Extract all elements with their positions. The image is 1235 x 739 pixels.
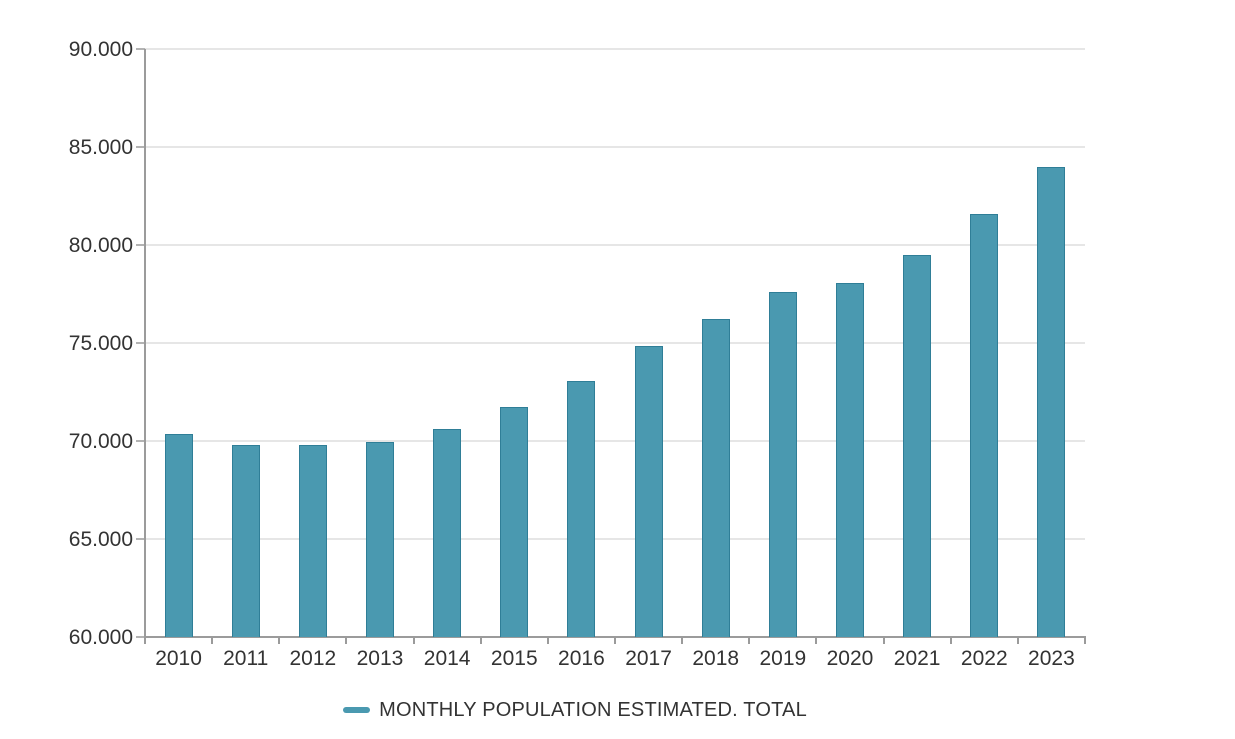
x-axis-label-2017: 2017 <box>625 647 672 670</box>
legend-series-marker <box>343 707 371 713</box>
bar-2019[interactable] <box>768 292 797 637</box>
x-axis-tick <box>614 637 616 644</box>
x-axis-tick <box>546 637 549 644</box>
x-axis-label-2022: 2022 <box>960 647 1008 670</box>
bar-2023[interactable] <box>1037 166 1066 637</box>
y-axis-tick <box>136 342 145 344</box>
legend: MONTHLY POPULATION ESTIMATED. TOTAL <box>0 695 1150 725</box>
x-axis-tick <box>278 637 281 644</box>
gridline-90.000 <box>145 48 1085 50</box>
x-axis-tick <box>949 637 952 644</box>
gridline-85.000 <box>145 146 1085 148</box>
y-axis-tick <box>136 636 145 638</box>
x-axis-tick <box>211 637 214 644</box>
x-axis-label-2010: 2010 <box>155 647 202 670</box>
x-axis-tick <box>479 637 482 644</box>
bar-2011[interactable] <box>231 444 260 637</box>
x-axis-tick <box>815 637 818 644</box>
x-axis-label-2014: 2014 <box>423 647 471 670</box>
x-axis-tick <box>1084 637 1086 644</box>
y-axis-label: 80.000 <box>68 234 133 257</box>
y-axis-label: 85.000 <box>68 136 133 159</box>
x-axis-tick <box>681 637 684 644</box>
x-axis-tick <box>882 637 885 644</box>
bar-2020[interactable] <box>836 283 864 637</box>
bar-2022[interactable] <box>970 213 999 637</box>
x-axis-label-2019: 2019 <box>759 647 807 670</box>
x-axis-tick <box>1016 637 1019 644</box>
bar-2018[interactable] <box>701 319 730 637</box>
y-axis-line <box>144 49 146 638</box>
y-axis-label: 65.000 <box>68 528 133 551</box>
y-axis-label: 60.000 <box>68 626 133 649</box>
gridline-80.000 <box>145 244 1085 246</box>
y-axis-label: 70.000 <box>68 430 133 453</box>
x-axis-tick <box>345 637 348 644</box>
bar-2021[interactable] <box>903 254 932 637</box>
y-axis-label: 90.000 <box>68 38 133 61</box>
y-axis-tick <box>136 440 145 442</box>
y-axis-tick <box>136 244 145 246</box>
y-axis-tick <box>136 146 145 148</box>
gridline-70.000 <box>145 440 1085 442</box>
x-axis-label-2018: 2018 <box>692 647 740 670</box>
x-axis-label-2016: 2016 <box>558 647 605 670</box>
bar-2014[interactable] <box>433 429 462 637</box>
bar-2012[interactable] <box>298 444 327 637</box>
legend-series-label: MONTHLY POPULATION ESTIMATED. TOTAL <box>379 698 807 721</box>
bar-2016[interactable] <box>567 381 596 637</box>
x-axis-label-2012: 2012 <box>289 647 337 670</box>
gridline-65.000 <box>145 538 1085 540</box>
y-axis-tick <box>136 48 145 50</box>
bar-2010[interactable] <box>164 434 193 637</box>
y-axis-tick <box>136 538 145 540</box>
x-axis-tick <box>144 637 146 644</box>
x-axis-label-2023: 2023 <box>1028 647 1075 670</box>
gridline-75.000 <box>145 342 1085 344</box>
bar-2015[interactable] <box>500 406 529 637</box>
x-axis-tick <box>412 637 415 644</box>
x-axis-label-2015: 2015 <box>490 647 538 670</box>
x-axis-tick <box>748 637 751 644</box>
bar-2013[interactable] <box>366 441 394 637</box>
legend-item[interactable]: MONTHLY POPULATION ESTIMATED. TOTAL <box>343 699 807 722</box>
x-axis-label-2021: 2021 <box>893 647 941 670</box>
y-axis-label: 75.000 <box>68 332 133 355</box>
x-axis-label-2013: 2013 <box>356 647 404 670</box>
x-axis-label-2011: 2011 <box>223 647 269 670</box>
bar-2017[interactable] <box>634 345 663 637</box>
x-axis-label-2020: 2020 <box>826 647 874 670</box>
